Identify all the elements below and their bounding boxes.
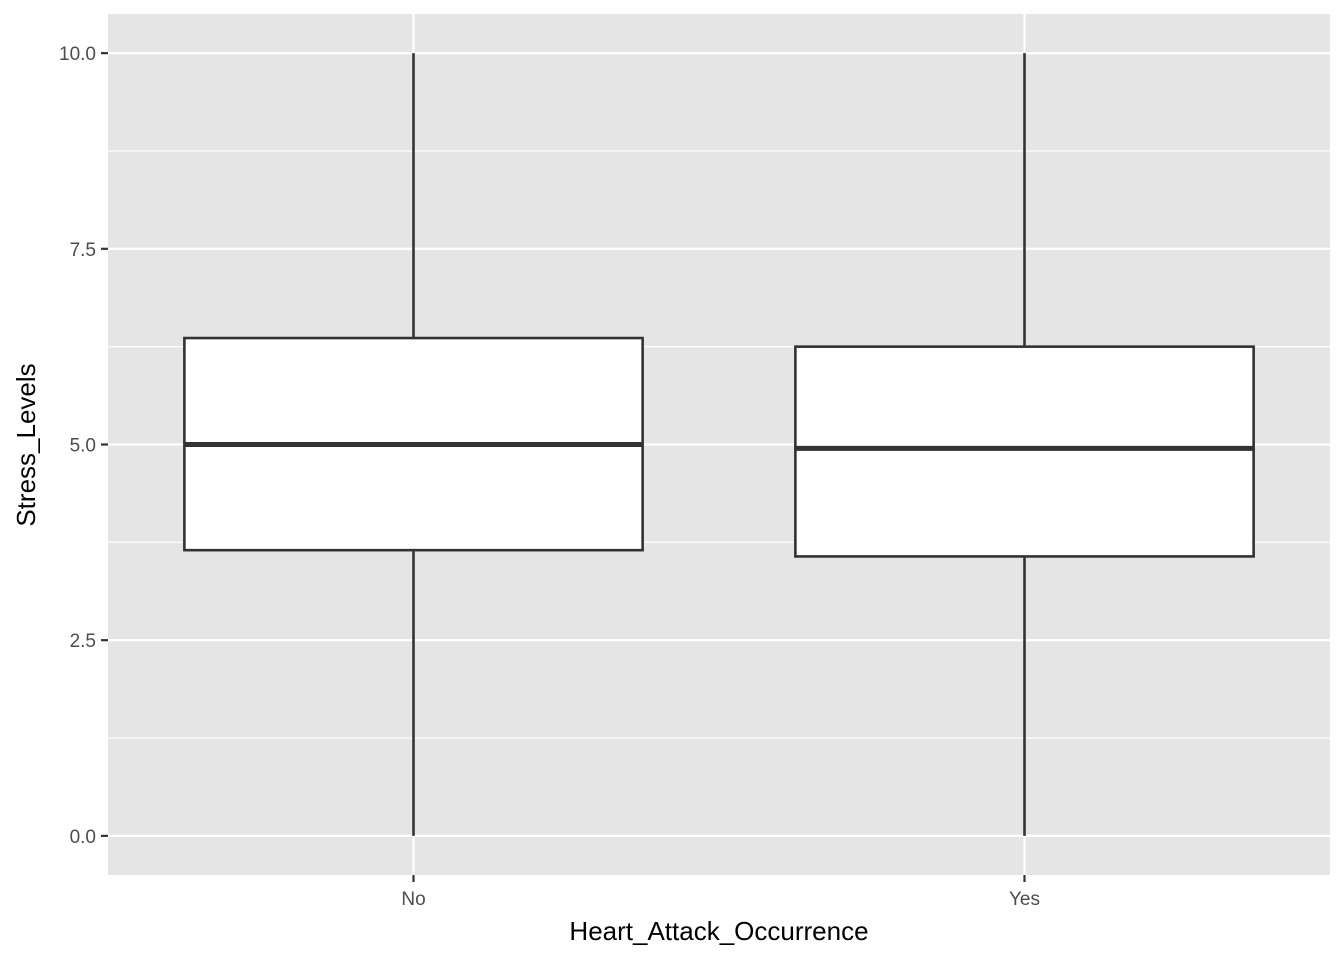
boxes	[183, 53, 1255, 836]
x-axis: No Yes	[401, 875, 1040, 910]
y-tick-label: 10.0	[59, 44, 96, 65]
box-yes	[794, 53, 1255, 836]
y-tick-label: 5.0	[70, 436, 96, 457]
y-axis: 0.0 2.5 5.0 7.5 10.0	[59, 44, 108, 848]
y-tick-label: 0.0	[70, 827, 96, 848]
y-tick-label: 7.5	[70, 240, 96, 261]
iqr-box	[794, 345, 1255, 558]
x-tick-label: No	[401, 889, 425, 910]
x-tick-label: Yes	[1009, 889, 1040, 910]
y-tick-label: 2.5	[70, 631, 96, 652]
x-axis-title: Heart_Attack_Occurrence	[569, 916, 868, 946]
y-axis-title: Stress_Levels	[11, 363, 41, 526]
box-no	[183, 53, 644, 836]
